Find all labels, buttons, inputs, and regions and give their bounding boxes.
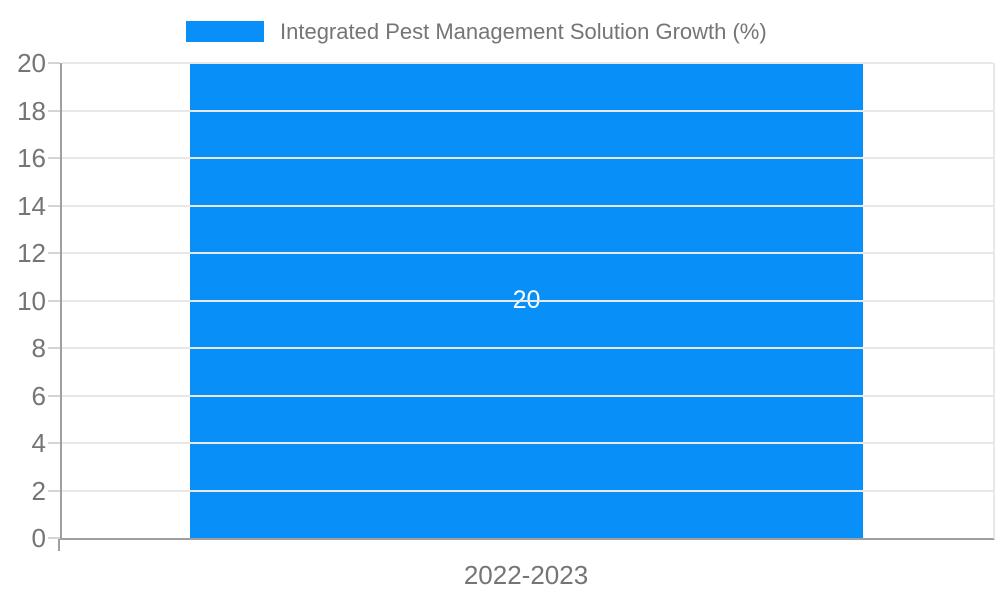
gridline [62, 204, 993, 207]
y-tick-label: 20 [17, 48, 46, 78]
x-tick-label: 2022-2023 [463, 560, 589, 590]
y-tick-mark [48, 347, 60, 349]
y-tick-mark [48, 157, 60, 159]
gridline [62, 109, 993, 112]
y-tick-label: 18 [17, 95, 46, 126]
y-tick-label: 2 [31, 475, 46, 506]
gridline [62, 347, 993, 349]
gridline [62, 62, 993, 64]
y-tick-label: 0 [31, 523, 46, 553]
y-tick-mark [48, 109, 60, 112]
gridline [62, 394, 993, 397]
gridline [62, 442, 993, 444]
y-tick-mark [48, 204, 60, 207]
y-tick-label: 10 [17, 285, 46, 316]
x-axis-left-tick [58, 538, 60, 551]
legend-label: Integrated Pest Management Solution Grow… [280, 18, 767, 44]
y-tick-label: 6 [31, 380, 46, 411]
y-tick-label: 16 [17, 143, 46, 173]
y-tick-mark [48, 489, 60, 492]
y-tick-mark [48, 299, 60, 302]
y-tick-mark [48, 442, 60, 444]
plot-area: 20 [60, 62, 995, 540]
y-tick-mark [48, 394, 60, 397]
gridline [62, 157, 993, 159]
gridline [62, 299, 993, 302]
legend-swatch [186, 21, 264, 42]
y-tick-label: 4 [31, 428, 46, 458]
y-tick-mark [48, 252, 60, 254]
gridline [62, 489, 993, 492]
y-tick-label: 12 [17, 238, 46, 268]
y-tick-label: 8 [31, 333, 46, 363]
y-tick-label: 14 [17, 190, 46, 221]
gridline [62, 252, 993, 254]
y-tick-mark [48, 537, 60, 539]
legend: Integrated Pest Management Solution Grow… [186, 18, 767, 44]
y-tick-mark [48, 62, 60, 64]
